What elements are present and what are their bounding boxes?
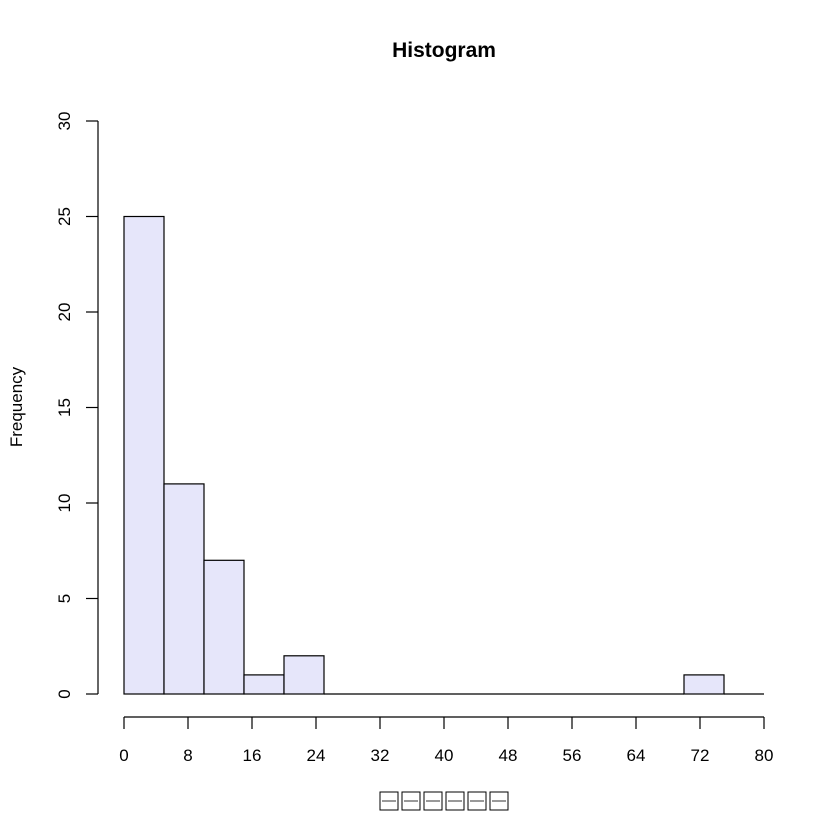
y-tick-label: 20 (55, 303, 74, 322)
histogram-bar (683, 674, 725, 695)
x-tick-label: 48 (499, 746, 518, 765)
y-tick-label: 25 (55, 207, 74, 226)
y-tick-label: 0 (55, 689, 74, 698)
y-tick-label: 15 (55, 398, 74, 417)
x-tick-label: 8 (183, 746, 192, 765)
x-tick-label: 40 (435, 746, 454, 765)
x-tick-label: 16 (243, 746, 262, 765)
x-tick-label: 32 (371, 746, 390, 765)
histogram-bar (243, 674, 285, 695)
x-tick-label: 56 (563, 746, 582, 765)
x-tick-label: 64 (627, 746, 646, 765)
x-tick-label: 72 (691, 746, 710, 765)
x-axis-title-glyph-box (379, 791, 399, 811)
x-tick-label: 24 (307, 746, 326, 765)
bars-group (123, 215, 764, 695)
x-axis-title-glyph-box (401, 791, 421, 811)
histogram-bar (203, 559, 245, 695)
x-axis-title (379, 791, 509, 811)
y-tick-label: 30 (55, 112, 74, 131)
histogram-bar (163, 483, 205, 695)
x-axis-title-glyph-box (467, 791, 487, 811)
histogram-bar (123, 215, 165, 695)
histogram-bar (283, 655, 325, 695)
chart-title: Histogram (392, 39, 496, 62)
x-tick-label: 0 (119, 746, 128, 765)
y-axis-title: Frequency (7, 366, 26, 447)
x-axis-title-glyph-box (489, 791, 509, 811)
y-axis: 0 5 10 15 20 25 30 (55, 112, 99, 699)
x-axis: 0 8 16 24 32 40 48 56 64 72 80 (119, 716, 774, 765)
x-axis-title-glyph-box (445, 791, 465, 811)
y-tick-label: 5 (55, 594, 74, 603)
y-tick-label: 10 (55, 494, 74, 513)
x-tick-label: 80 (755, 746, 774, 765)
x-axis-title-glyph-box (423, 791, 443, 811)
